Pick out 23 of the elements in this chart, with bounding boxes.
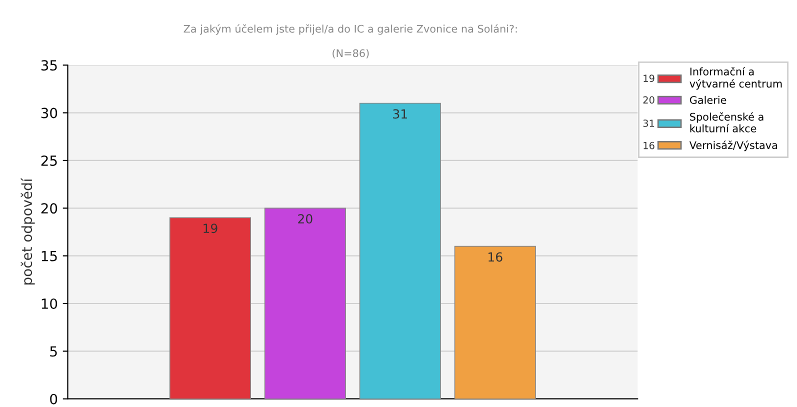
- data-label: 16: [488, 252, 502, 262]
- legend-label: Společenské a kulturní akce: [690, 112, 764, 132]
- text: 16: [644, 142, 654, 150]
- y-tick-label: 10: [42, 298, 58, 309]
- y-tick-label: 0: [50, 394, 58, 404]
- data-label: 31: [393, 109, 407, 119]
- data-label: 19: [204, 224, 218, 234]
- legend-label: Vernisáž/Výstava: [689, 140, 777, 152]
- chart-title: Za jakým účelem jste přijel/a do IC a galerie Zvonice na Soláni?:: [184, 24, 517, 35]
- y-tick-label: 35: [41, 60, 57, 71]
- y-tick-label: 15: [42, 250, 57, 262]
- y-axis-title: počet odpovědí: [20, 178, 35, 284]
- y-tick-label: 25: [41, 155, 57, 166]
- data-label: 20: [298, 214, 312, 224]
- y-tick-label: 5: [50, 346, 57, 357]
- y-tick-label: 20: [41, 203, 58, 214]
- text: 20: [643, 96, 654, 104]
- y-tick-label: 30: [41, 108, 58, 118]
- text: 31: [643, 120, 654, 127]
- legend-label: Galerie: [690, 96, 726, 104]
- legend-label: Informační a výtvarné centrum: [690, 66, 782, 90]
- text: 19: [644, 74, 654, 82]
- chart-subtitle: (N=86): [332, 49, 369, 58]
